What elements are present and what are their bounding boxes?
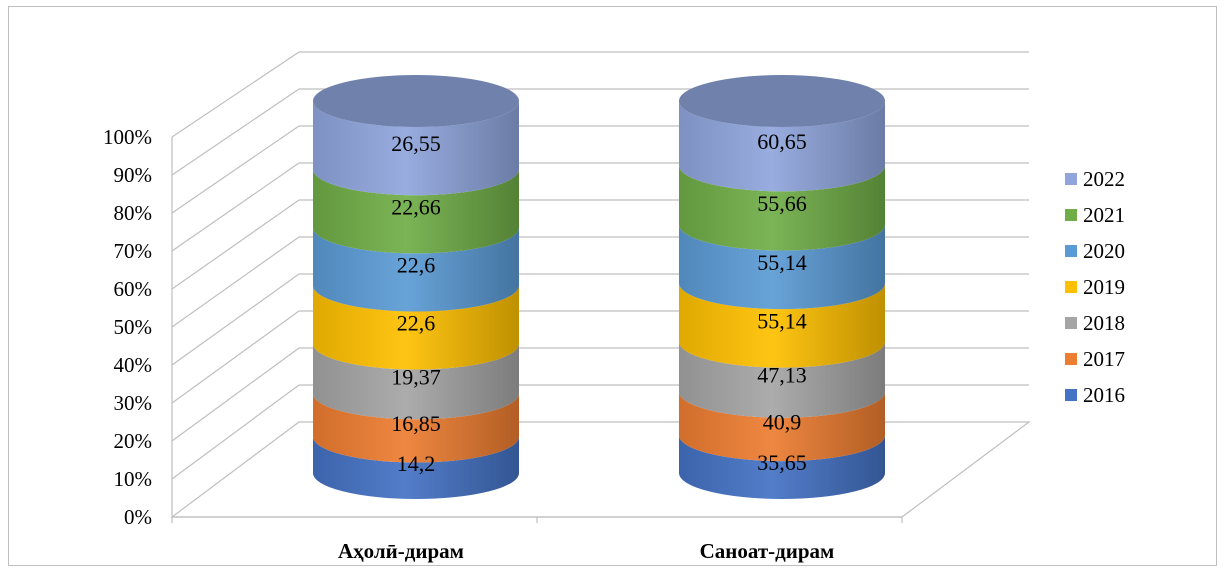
legend-swatch	[1065, 245, 1077, 257]
data-label: 55,14	[757, 250, 807, 275]
cylinder-segment-2021	[679, 165, 885, 251]
data-label: 47,13	[757, 363, 807, 388]
data-labels: 14,2 16,85 19,37 22,6 22,6 22,66 26,55 35,65 40,…	[391, 129, 807, 476]
chart-floor	[170, 421, 1031, 518]
gridline-side	[171, 273, 300, 366]
gridline-side	[171, 384, 300, 480]
legend-swatch	[1065, 389, 1077, 401]
y-tick-label: 0%	[124, 505, 152, 529]
gridline-side	[171, 51, 300, 138]
axes	[171, 137, 903, 523]
data-label: 22,66	[391, 194, 441, 219]
cylinder-segment-2022	[679, 101, 885, 192]
legend: 2022 2021 2020 2019 2018 2017 2016	[1065, 167, 1125, 407]
legend-label: 2018	[1083, 311, 1125, 335]
data-label: 16,85	[391, 411, 441, 436]
cylinder-segment-2018	[679, 341, 885, 418]
category-label: Саноат-дирам	[700, 539, 835, 563]
legend-swatch	[1065, 353, 1077, 365]
data-label: 60,65	[757, 129, 807, 154]
cylinder-top	[679, 75, 885, 127]
legend-label: 2016	[1083, 383, 1125, 407]
legend-swatch	[1065, 281, 1077, 293]
chart-walls	[170, 421, 1031, 518]
legend-label: 2019	[1083, 275, 1125, 299]
cylinder-segment-2017	[679, 391, 885, 462]
data-label: 22,6	[397, 310, 436, 335]
cylinder-top	[313, 75, 519, 127]
cylinder-segment-2019	[679, 283, 885, 368]
y-tick-label: 100%	[103, 125, 152, 149]
gridline-side	[171, 310, 300, 404]
y-tick-label: 40%	[114, 353, 153, 377]
y-axis-ticks: 0% 10% 20% 30% 40% 50% 60% 70% 80% 90% 100%	[103, 125, 152, 529]
legend-label: 2021	[1083, 203, 1125, 227]
data-label: 40,9	[763, 409, 802, 434]
cylinders	[313, 75, 885, 499]
data-label: 35,65	[757, 450, 807, 475]
data-label: 55,14	[757, 308, 807, 333]
gridline-side	[171, 125, 300, 214]
legend-label: 2020	[1083, 239, 1125, 263]
cylinder-segment-2022	[313, 101, 519, 196]
legend-swatch	[1065, 173, 1077, 185]
category-labels: Аҳолӣ-дирам Саноат-дирам	[338, 539, 834, 563]
y-tick-label: 10%	[114, 467, 153, 491]
chart-frame: 0% 10% 20% 30% 40% 50% 60% 70% 80% 90% 100% 14,2 16…	[8, 6, 1217, 566]
y-tick-label: 50%	[114, 315, 153, 339]
y-tick-label: 90%	[114, 163, 153, 187]
cylinder-segment-2016	[679, 435, 885, 499]
gridline-side	[171, 162, 300, 252]
legend-label: 2017	[1083, 347, 1125, 371]
y-tick-label: 80%	[114, 201, 153, 225]
category-label: Аҳолӣ-дирам	[338, 539, 464, 563]
gridline-side	[171, 199, 300, 290]
cylinder-segment-2017	[313, 393, 519, 463]
data-label: 26,55	[391, 131, 441, 156]
cylinder-segment-2020	[679, 224, 885, 310]
gridline-side	[171, 236, 300, 328]
chart-plot: 0% 10% 20% 30% 40% 50% 60% 70% 80% 90% 100% 14,2 16…	[103, 51, 1125, 563]
data-label: 19,37	[391, 364, 441, 389]
legend-label: 2022	[1083, 167, 1125, 191]
y-tick-label: 70%	[114, 239, 153, 263]
y-tick-label: 20%	[114, 429, 153, 453]
legend-swatch	[1065, 209, 1077, 221]
legend-swatch	[1065, 317, 1077, 329]
cylinder-segment-2019	[313, 285, 519, 370]
data-label: 55,66	[757, 191, 807, 216]
data-label: 14,2	[397, 451, 436, 476]
cylinder-segment-2018	[313, 343, 519, 420]
y-tick-label: 30%	[114, 391, 153, 415]
gridlines	[171, 51, 1029, 480]
gridline-side	[171, 88, 300, 176]
data-label: 22,6	[397, 252, 436, 277]
cylinder-segment-2016	[313, 436, 519, 499]
y-tick-label: 60%	[114, 277, 153, 301]
cylinder-segment-2021	[313, 169, 519, 254]
cylinder-segment-2020	[313, 227, 519, 312]
gridline-side	[171, 347, 300, 442]
